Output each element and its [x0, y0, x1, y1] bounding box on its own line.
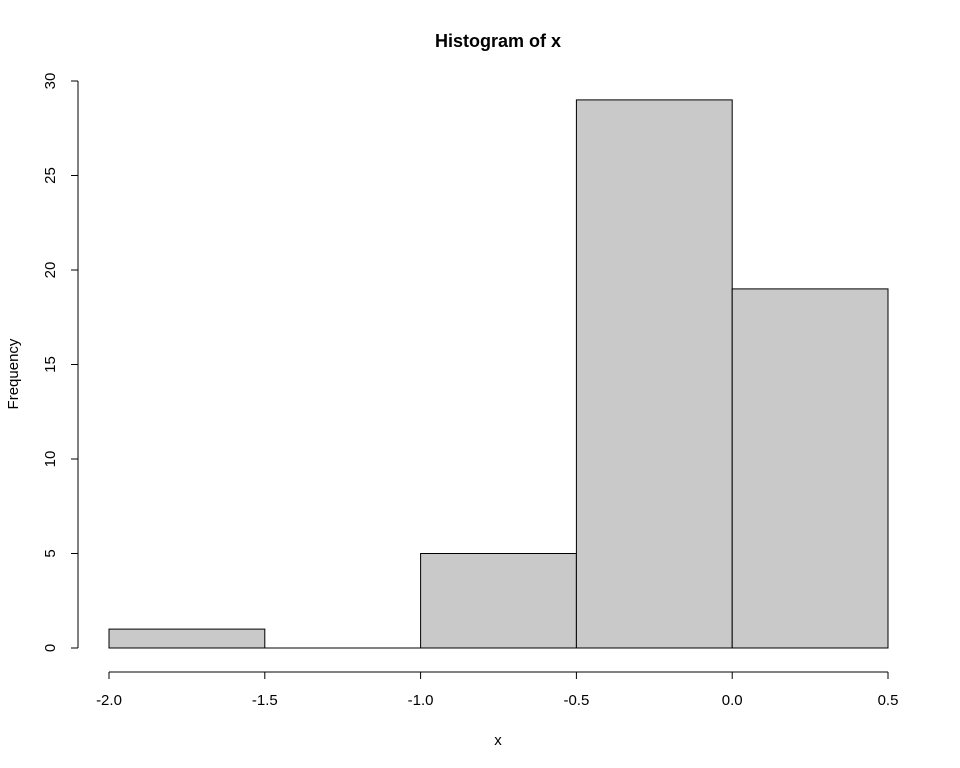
- histogram-bar-4: [731, 288, 889, 649]
- histogram-bar-2: [420, 553, 577, 649]
- x-tick-label: 0.5: [878, 692, 899, 709]
- x-tick-label: -1.0: [408, 692, 434, 709]
- x-axis: -2.0 -1.5 -1.0 -0.5 0.0 0.5: [96, 671, 899, 709]
- y-tick-label: 25: [42, 167, 59, 184]
- y-tick-label: 15: [42, 356, 59, 373]
- y-axis-label: Frequency: [5, 338, 22, 409]
- y-axis: 0 5 10 15 20 25 30: [42, 73, 79, 652]
- y-tick-label: 20: [42, 262, 59, 279]
- chart-title: Histogram of x: [435, 31, 561, 51]
- y-tick-label: 0: [42, 644, 59, 652]
- histogram-bar-3: [575, 99, 733, 649]
- x-tick-label: -2.0: [96, 692, 122, 709]
- x-tick-label: 0.0: [722, 692, 743, 709]
- y-tick-label: 5: [42, 549, 59, 557]
- x-axis-label: x: [494, 732, 502, 749]
- y-tick-label: 30: [42, 73, 59, 90]
- bars-group: [108, 99, 889, 649]
- x-tick-label: -0.5: [563, 692, 589, 709]
- y-tick-label: 10: [42, 451, 59, 468]
- x-tick-label: -1.5: [252, 692, 278, 709]
- histogram-bar-0: [108, 628, 266, 649]
